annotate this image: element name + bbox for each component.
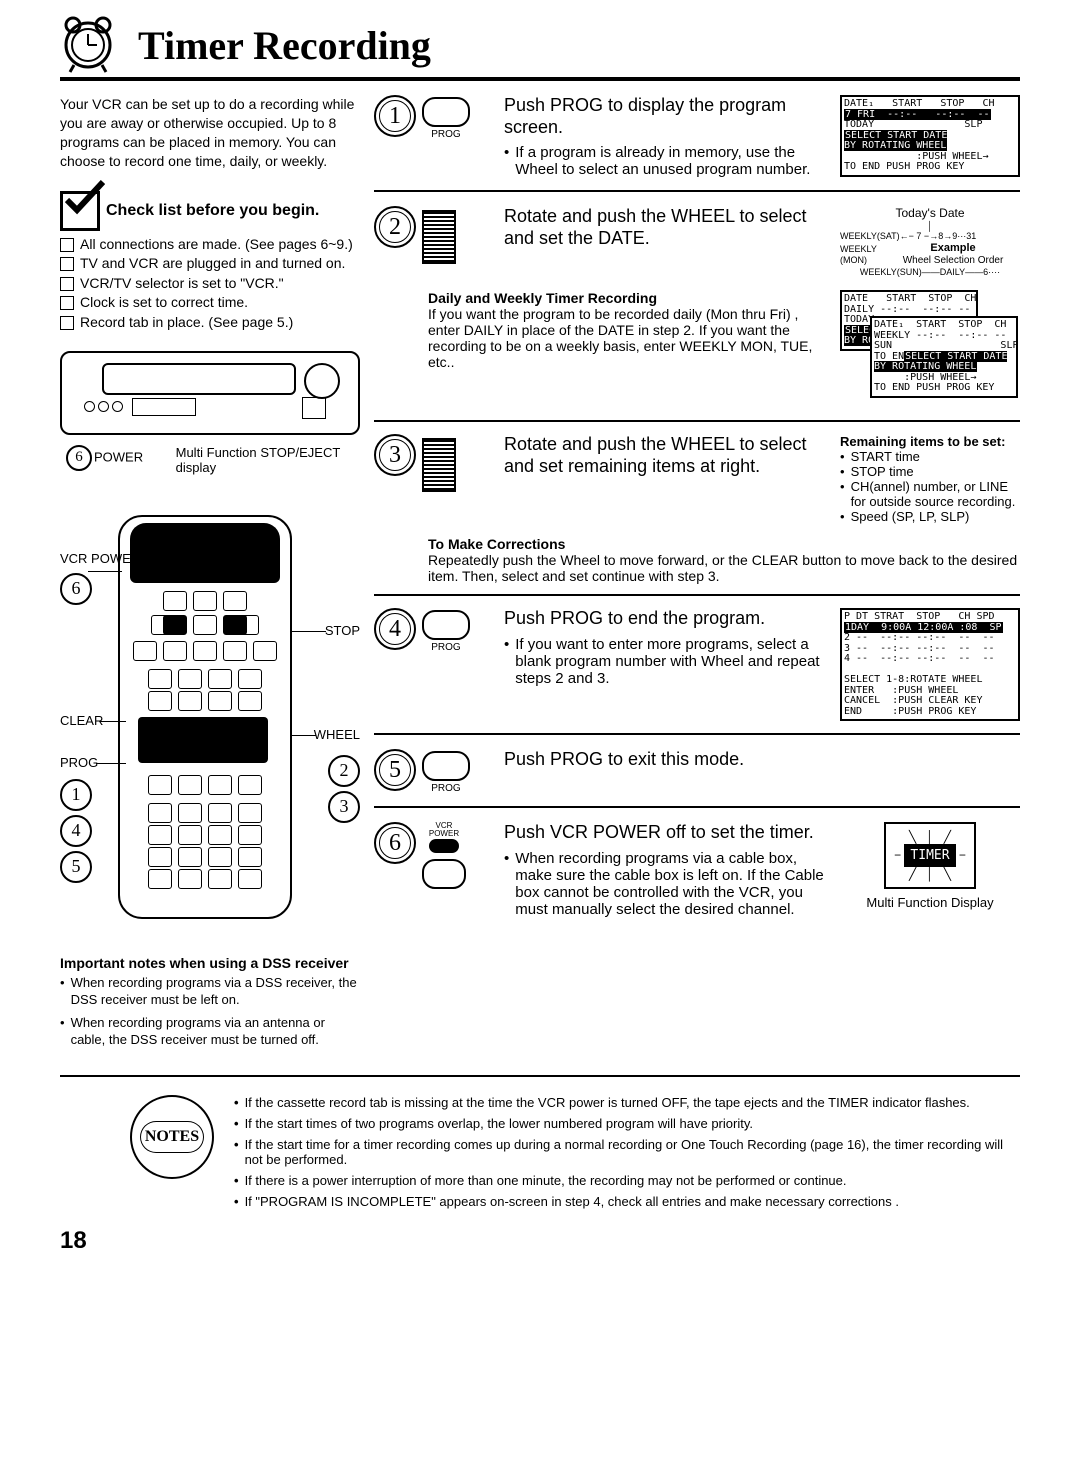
dss-item: When recording programs via an antenna o… bbox=[60, 1015, 360, 1049]
step-1: 1 PROG Push PROG to display the program … bbox=[374, 95, 1020, 192]
note-item: If the cassette record tab is missing at… bbox=[234, 1095, 1020, 1110]
prog-button-icon bbox=[422, 97, 470, 127]
remaining-items: Remaining items to be set: START time ST… bbox=[840, 434, 1020, 524]
remote-diagram: VCR POWER 6 CLEAR PROG 1 4 5 STOP WHEE bbox=[60, 515, 360, 935]
osd-screen: P DT STRAT STOP CH SPD 1DAY 9:00A 12:00A… bbox=[840, 608, 1020, 721]
step-5: 5 PROG Push PROG to exit this mode. bbox=[374, 749, 1020, 808]
page-title: Timer Recording bbox=[138, 22, 431, 69]
wheel-icon bbox=[422, 210, 456, 264]
step-number-icon: 6 bbox=[374, 822, 416, 864]
callout-wheel: WHEEL bbox=[314, 727, 360, 742]
dss-heading: Important notes when using a DSS receive… bbox=[60, 955, 360, 972]
vcr-labels: 6POWER Multi Function display STOP/EJECT bbox=[60, 445, 360, 475]
mfd-label: Multi Function display bbox=[176, 445, 261, 475]
osd-screen: DATE₁ START STOP CH 7 FRI --:-- --:-- --… bbox=[840, 95, 1020, 177]
checklist-item: All connections are made. (See pages 6~9… bbox=[60, 235, 360, 255]
step-marker-icon: 4 bbox=[60, 815, 92, 847]
sub-body: If you want the program to be recorded d… bbox=[428, 306, 830, 370]
vcr-power-icon: VCR POWER bbox=[429, 822, 459, 853]
wheel-icon bbox=[422, 438, 456, 492]
step-body: If a program is already in memory, use t… bbox=[504, 144, 830, 178]
step6-marker-icon: 6 bbox=[66, 445, 92, 471]
step-number-icon: 5 bbox=[374, 749, 416, 791]
notes-badge-icon: NOTES bbox=[130, 1095, 214, 1179]
callout-prog: PROG bbox=[60, 755, 98, 770]
step-marker-icon: 2 bbox=[328, 755, 360, 787]
sub-head: To Make Corrections bbox=[428, 536, 1020, 552]
checklist-item: TV and VCR are plugged in and turned on. bbox=[60, 254, 360, 274]
sub-body: Repeatedly push the Wheel to move forwar… bbox=[428, 552, 1020, 584]
page-number: 18 bbox=[60, 1227, 1020, 1255]
prog-label: PROG bbox=[422, 129, 470, 140]
step-marker-icon: 6 bbox=[60, 573, 92, 605]
step-number-icon: 1 bbox=[374, 95, 416, 137]
clock-icon bbox=[60, 15, 130, 75]
callout-stop: STOP bbox=[325, 623, 360, 638]
power-label: POWER bbox=[94, 449, 143, 464]
stop-eject-label: STOP/EJECT bbox=[260, 445, 360, 475]
step-head: Push PROG to exit this mode. bbox=[504, 749, 830, 771]
prog-label: PROG bbox=[422, 783, 470, 794]
checklist-item: VCR/TV selector is set to "VCR." bbox=[60, 274, 360, 294]
notes-list: If the cassette record tab is missing at… bbox=[234, 1095, 1020, 1215]
checklist-item: Record tab in place. (See page 5.) bbox=[60, 313, 360, 333]
vcr-unit-diagram bbox=[60, 351, 360, 435]
dss-list: When recording programs via a DSS receiv… bbox=[60, 975, 360, 1049]
step-body: When recording programs via a cable box,… bbox=[504, 850, 830, 918]
note-item: If "PROGRAM IS INCOMPLETE" appears on-sc… bbox=[234, 1194, 1020, 1209]
sub-head: Daily and Weekly Timer Recording bbox=[428, 290, 830, 306]
step-marker-icon: 5 bbox=[60, 851, 92, 883]
wheel-selection-diagram: Today's Date │ WEEKLY(SAT)←− 7 −→8→9···3… bbox=[840, 206, 1020, 278]
step-number-icon: 3 bbox=[374, 434, 416, 476]
title-row: Timer Recording bbox=[60, 15, 1020, 81]
step-number-icon: 4 bbox=[374, 608, 416, 650]
note-item: If there is a power interruption of more… bbox=[234, 1173, 1020, 1188]
note-item: If the start time for a timer recording … bbox=[234, 1137, 1020, 1167]
prog-button-icon bbox=[422, 610, 470, 640]
daily-weekly-section: Daily and Weekly Timer Recording If you … bbox=[374, 282, 1020, 422]
step-marker-icon: 3 bbox=[328, 791, 360, 823]
note-item: If the start times of two programs overl… bbox=[234, 1116, 1020, 1131]
step-head: Push PROG to end the program. bbox=[504, 608, 830, 630]
corrections-section: To Make Corrections Repeatedly push the … bbox=[374, 528, 1020, 596]
step-2: 2 Rotate and push the WHEEL to select an… bbox=[374, 206, 1020, 282]
step-head: Push VCR POWER off to set the timer. bbox=[504, 822, 830, 844]
prog-label: PROG bbox=[422, 642, 470, 653]
step-4: 4 PROG Push PROG to end the program. If … bbox=[374, 608, 1020, 735]
lcd-caption: Multi Function Display bbox=[840, 895, 1020, 910]
prog-button-icon bbox=[422, 751, 470, 781]
step-body: If you want to enter more programs, sele… bbox=[504, 636, 830, 687]
callout-clear: CLEAR bbox=[60, 713, 103, 728]
step-number-icon: 2 bbox=[374, 206, 416, 248]
checklist-heading: Check list before you begin. bbox=[106, 202, 319, 220]
checkmark-icon bbox=[60, 191, 100, 231]
step-head: Rotate and push the WHEEL to select and … bbox=[504, 434, 830, 477]
callout-vcr-power: VCR POWER bbox=[60, 551, 140, 566]
step-marker-icon: 1 bbox=[60, 779, 92, 811]
step-3: 3 Rotate and push the WHEEL to select an… bbox=[374, 434, 1020, 528]
step-6: 6 VCR POWER Push VCR POWER off to set th… bbox=[374, 822, 1020, 930]
timer-lcd: ╲ │ ╱ − TIMER − ╱ │ ╲ bbox=[884, 822, 976, 889]
checklist: All connections are made. (See pages 6~9… bbox=[60, 235, 360, 333]
checklist-item: Clock is set to correct time. bbox=[60, 293, 360, 313]
step-head: Push PROG to display the program screen. bbox=[504, 95, 830, 138]
dss-item: When recording programs via a DSS receiv… bbox=[60, 975, 360, 1009]
step-head: Rotate and push the WHEEL to select and … bbox=[504, 206, 830, 249]
intro-text: Your VCR can be set up to do a recording… bbox=[60, 95, 360, 171]
